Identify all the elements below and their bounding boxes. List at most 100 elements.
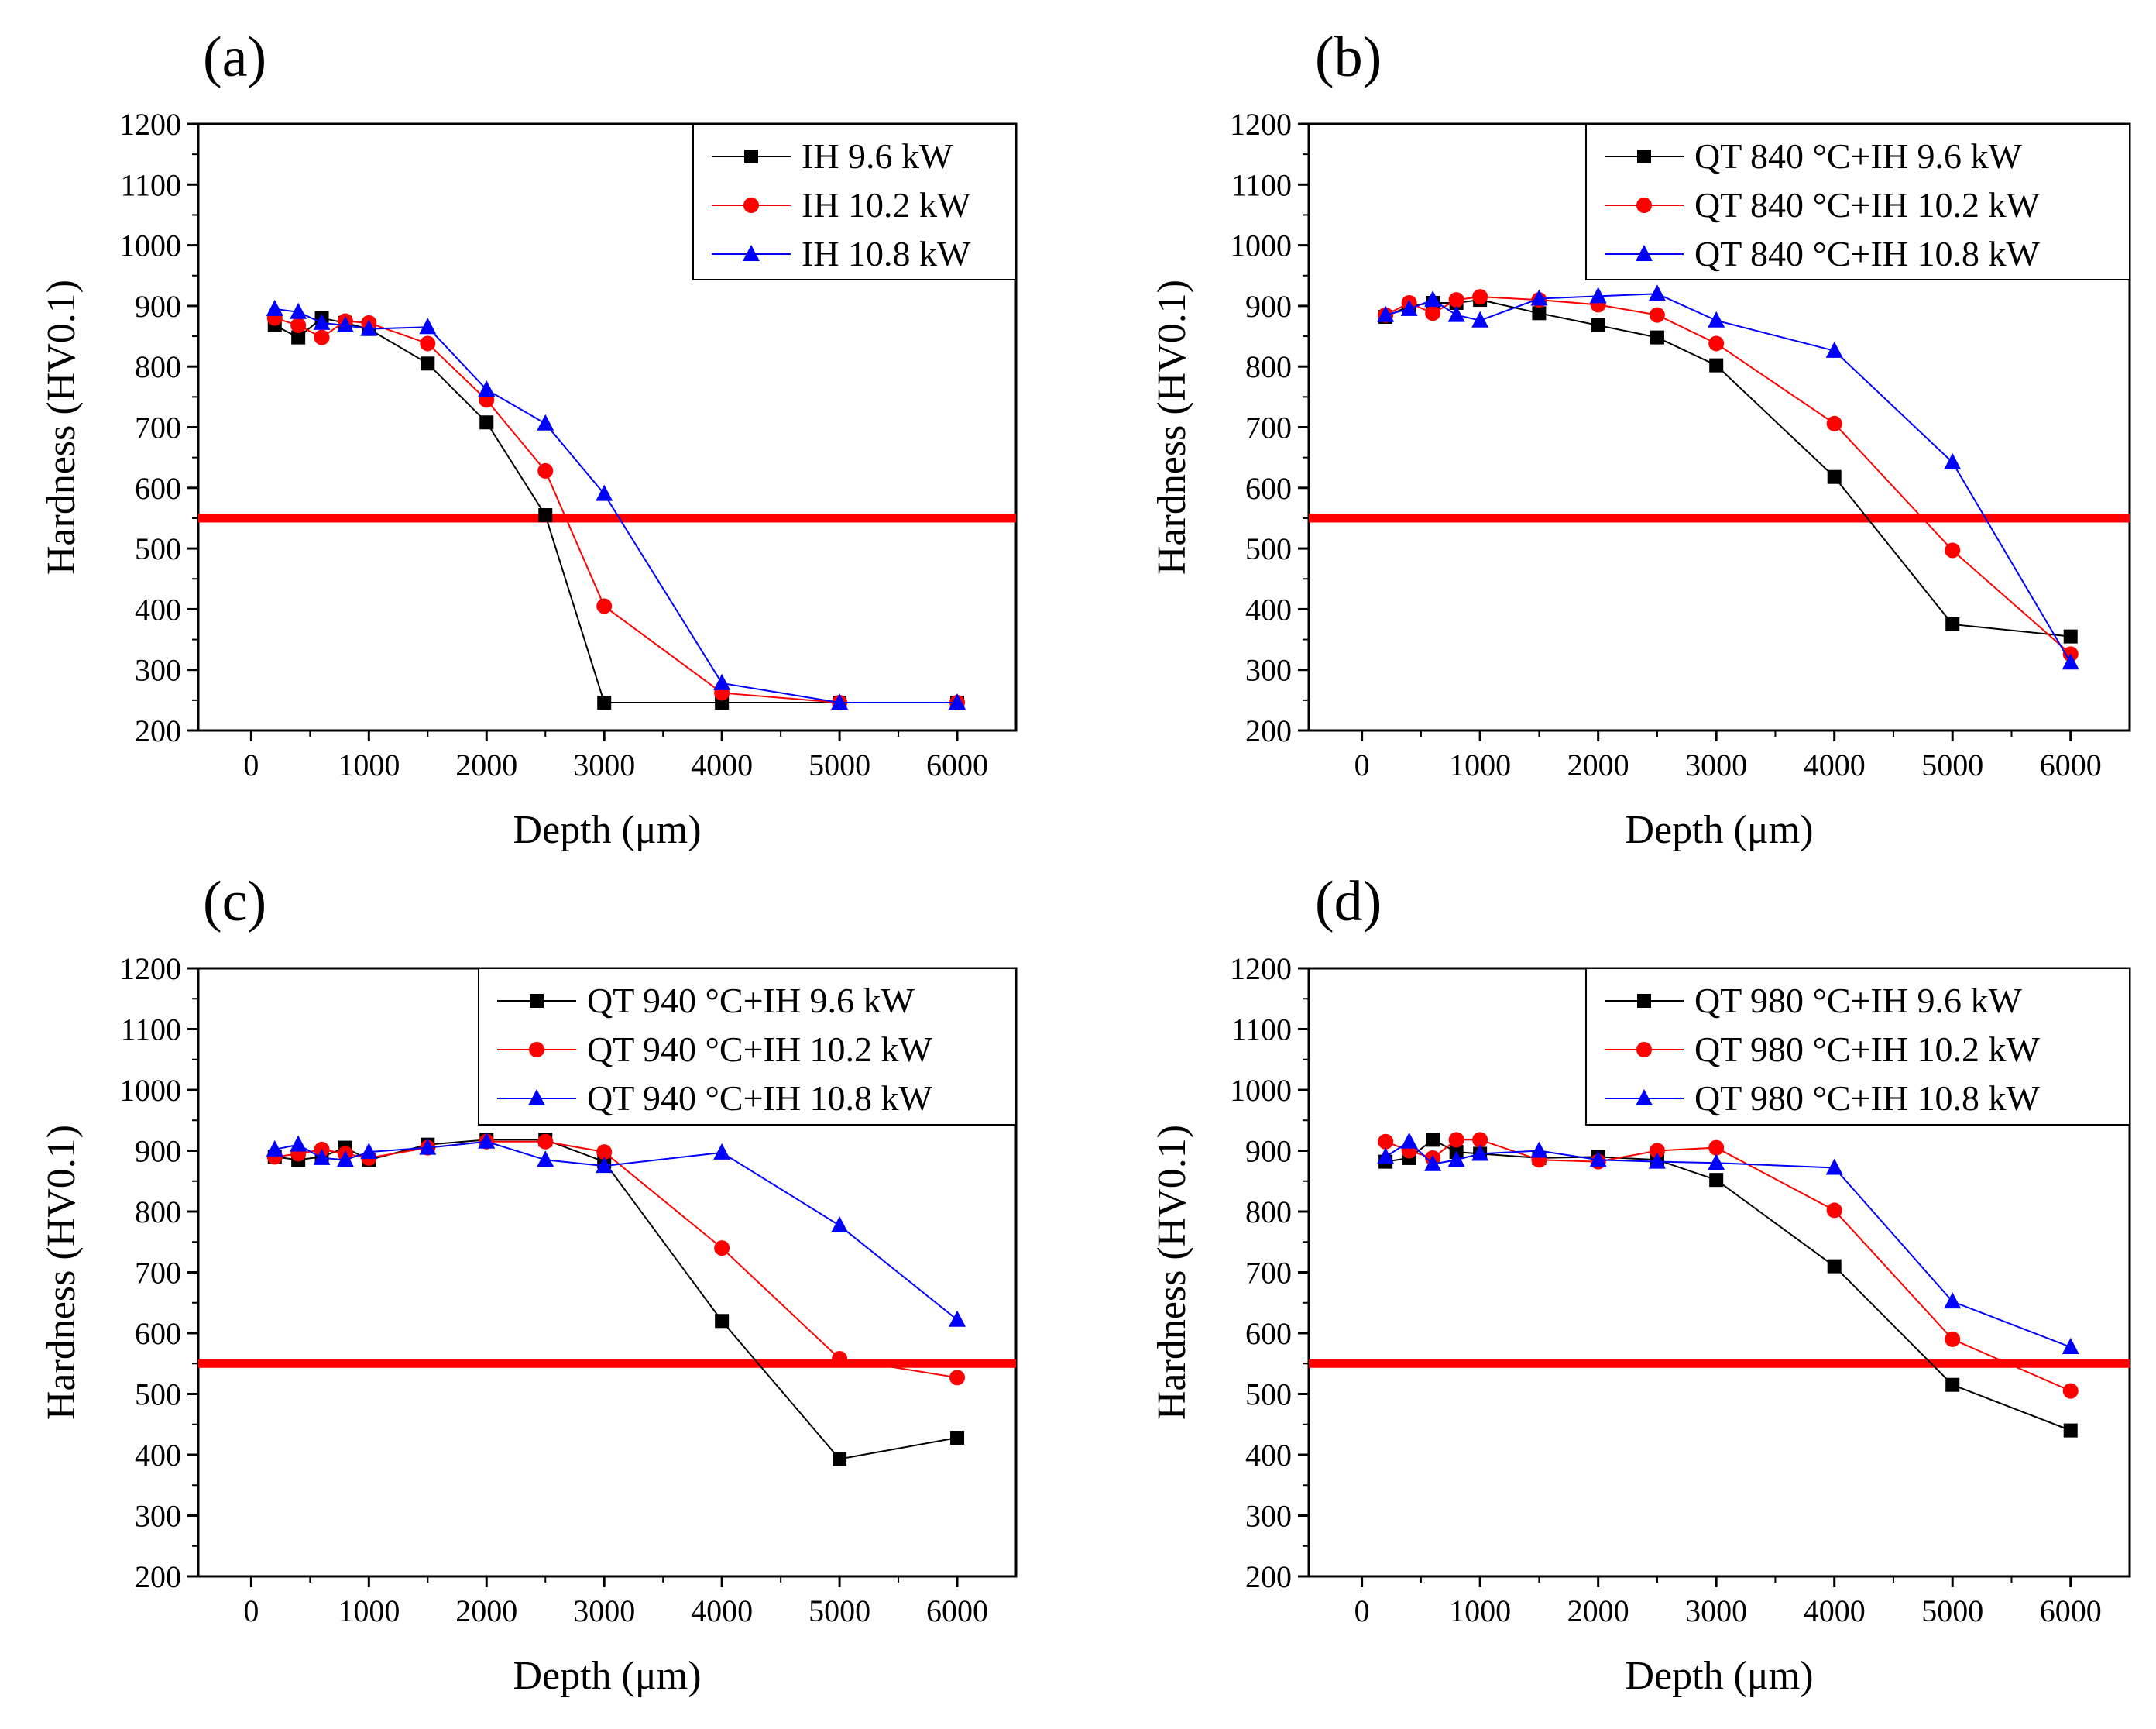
series-2 — [1377, 284, 2079, 670]
data-point — [1708, 311, 1725, 328]
y-tick-label: 1200 — [1230, 951, 1292, 986]
data-point — [949, 1370, 966, 1386]
x-tick-label: 0 — [1354, 748, 1370, 782]
y-tick-label: 1000 — [119, 1073, 181, 1108]
data-point — [1377, 1147, 1395, 1164]
data-point — [1447, 1150, 1465, 1167]
panel-label: (d) — [1315, 870, 1382, 933]
data-point — [419, 1138, 437, 1155]
data-point — [537, 462, 554, 479]
legend-marker — [1636, 245, 1653, 261]
data-point — [291, 330, 306, 345]
x-tick-label: 3000 — [1685, 1593, 1747, 1628]
x-tick-label: 3000 — [1685, 748, 1747, 782]
data-point — [1591, 318, 1605, 332]
data-point — [360, 319, 378, 336]
y-tick-label: 800 — [135, 349, 181, 384]
data-point — [1530, 289, 1548, 306]
data-point — [1944, 1292, 1962, 1309]
series-0 — [267, 311, 965, 710]
x-tick-label: 6000 — [926, 1593, 988, 1628]
y-tick-label: 700 — [135, 411, 181, 445]
data-point — [1825, 1158, 1843, 1175]
x-axis-title: Depth (μm) — [513, 1654, 701, 1698]
data-point — [1378, 1133, 1394, 1150]
series-1 — [266, 310, 966, 710]
data-point — [1827, 469, 1842, 484]
chart-panel-b: (b) 200 300 400 500 600 700 800 900 1000 1100 1200 0… — [1150, 26, 2131, 852]
data-point — [596, 598, 613, 614]
y-tick-label: 600 — [135, 471, 181, 506]
y-tick-label: 1100 — [120, 1012, 181, 1047]
y-tick-label: 300 — [1245, 653, 1292, 688]
data-point — [1530, 1141, 1548, 1158]
y-tick-label: 600 — [135, 1316, 181, 1351]
series-2 — [1377, 1132, 2079, 1355]
data-point — [714, 1240, 730, 1256]
y-tick-label: 1000 — [1230, 1073, 1292, 1108]
data-point — [420, 335, 436, 352]
legend-marker — [530, 994, 544, 1008]
y-tick-label: 900 — [1245, 1134, 1292, 1169]
legend-label: QT 940 °C+IH 10.2 kW — [587, 1029, 933, 1069]
series-line — [274, 317, 958, 703]
data-point — [1708, 1153, 1725, 1170]
y-tick-label: 800 — [1245, 1194, 1292, 1229]
data-point — [1709, 358, 1724, 373]
x-tick-label: 6000 — [2040, 1593, 2102, 1628]
x-tick-label: 1000 — [338, 1593, 400, 1628]
data-point — [713, 1143, 731, 1160]
x-axis-title: Depth (μm) — [1625, 1654, 1813, 1698]
data-point — [596, 484, 613, 501]
data-point — [1945, 617, 1960, 631]
data-point — [832, 1350, 848, 1366]
y-tick-label: 300 — [135, 653, 181, 688]
data-point — [266, 299, 283, 316]
data-point — [421, 356, 435, 371]
data-point — [1472, 289, 1488, 305]
legend-marker — [1636, 198, 1652, 213]
data-point — [597, 695, 612, 710]
y-tick-label: 900 — [1245, 289, 1292, 324]
data-point — [360, 1143, 378, 1160]
series-line — [1385, 296, 2072, 655]
x-tick-label: 2000 — [455, 1593, 517, 1628]
x-tick-label: 3000 — [573, 748, 635, 782]
legend-marker — [1637, 994, 1651, 1008]
legend-label: QT 840 °C+IH 10.8 kW — [1694, 234, 2041, 273]
data-point — [1945, 542, 1961, 559]
data-point — [2063, 629, 2078, 644]
data-point — [1649, 1143, 1665, 1159]
series-1 — [1378, 1132, 2079, 1399]
y-tick-label: 500 — [135, 1377, 181, 1412]
data-point — [1709, 1173, 1724, 1188]
data-point — [1708, 335, 1725, 352]
data-point — [336, 315, 354, 332]
series-line — [1385, 299, 2071, 638]
data-point — [596, 1157, 613, 1174]
data-point — [314, 329, 330, 345]
data-point — [1400, 299, 1418, 316]
legend-label: IH 10.8 kW — [802, 234, 971, 273]
data-point — [1648, 1152, 1666, 1169]
y-tick-label: 700 — [1245, 1256, 1292, 1291]
y-tick-label: 200 — [135, 1559, 181, 1594]
y-tick-label: 500 — [1245, 1377, 1292, 1412]
data-point — [1471, 1144, 1489, 1161]
data-point — [479, 415, 494, 430]
legend: QT 980 °C+IH 9.6 kW QT 980 °C+IH 10.2 kW Q… — [1585, 968, 2130, 1126]
data-point — [538, 508, 553, 523]
data-point — [1648, 284, 1666, 301]
y-tick-label: 1000 — [119, 229, 181, 263]
data-point — [1448, 292, 1464, 308]
data-point — [949, 693, 966, 710]
series-1 — [266, 1133, 966, 1386]
data-point — [1532, 306, 1547, 321]
y-tick-label: 1200 — [119, 107, 181, 142]
y-tick-label: 1100 — [120, 167, 181, 202]
data-point — [831, 1216, 849, 1233]
data-point — [1424, 1154, 1442, 1171]
legend-label: QT 840 °C+IH 10.2 kW — [1694, 185, 2041, 225]
x-axis-title: Depth (μm) — [1625, 808, 1813, 852]
legend-marker — [743, 245, 760, 261]
